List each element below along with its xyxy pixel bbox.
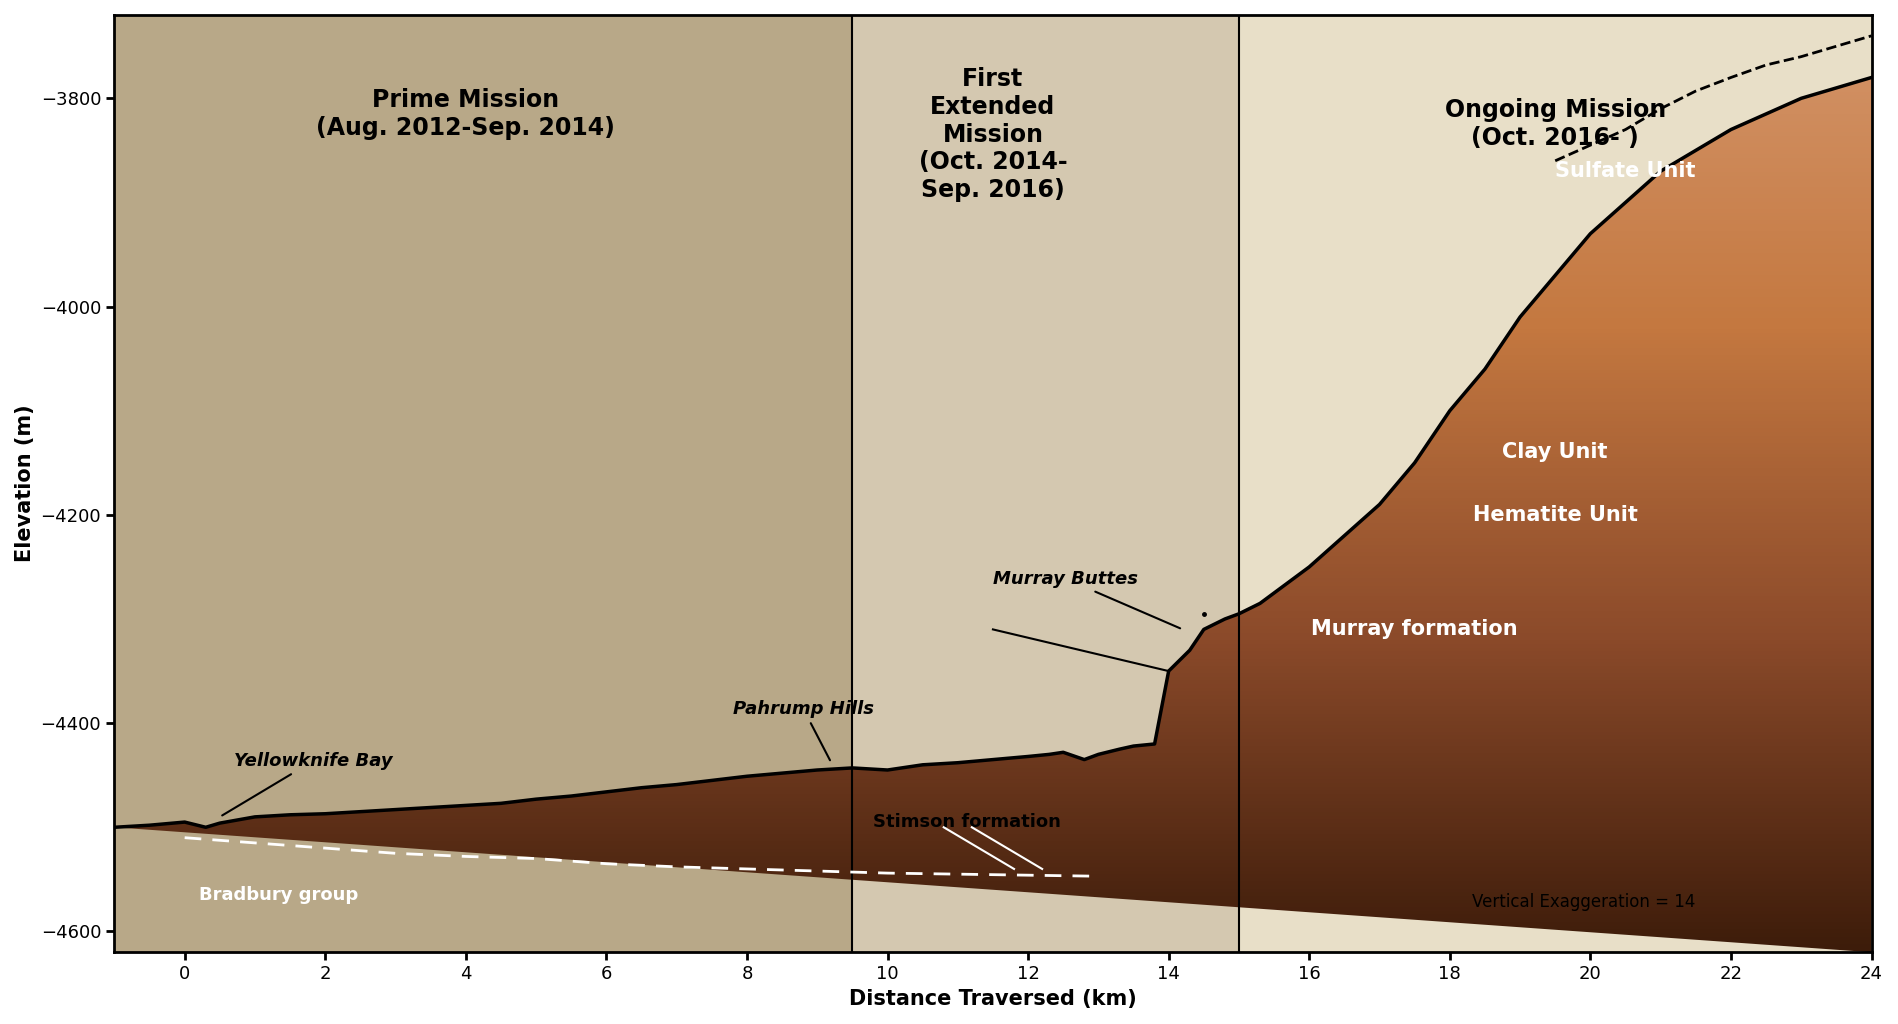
X-axis label: Distance Traversed (km): Distance Traversed (km) bbox=[848, 989, 1137, 1009]
Bar bbox=[114, 15, 852, 952]
Text: Pahrump Hills: Pahrump Hills bbox=[733, 700, 873, 760]
Y-axis label: Elevation (m): Elevation (m) bbox=[15, 404, 34, 562]
Text: Sulfate Unit: Sulfate Unit bbox=[1554, 161, 1695, 181]
Bar bbox=[852, 15, 1239, 952]
Text: Prime Mission
(Aug. 2012-Sep. 2014): Prime Mission (Aug. 2012-Sep. 2014) bbox=[317, 88, 615, 139]
Text: Ongoing Mission
(Oct. 2016- ): Ongoing Mission (Oct. 2016- ) bbox=[1444, 98, 1666, 151]
Text: Hematite Unit: Hematite Unit bbox=[1473, 505, 1638, 525]
Bar bbox=[1239, 15, 1871, 952]
Text: Murray Buttes: Murray Buttes bbox=[993, 569, 1181, 629]
Text: Clay Unit: Clay Unit bbox=[1503, 442, 1608, 463]
Text: First
Extended
Mission
(Oct. 2014-
Sep. 2016): First Extended Mission (Oct. 2014- Sep. … bbox=[919, 67, 1067, 203]
Text: Stimson formation: Stimson formation bbox=[873, 813, 1061, 831]
Text: Murray formation: Murray formation bbox=[1312, 620, 1518, 639]
Text: Yellowknife Bay: Yellowknife Bay bbox=[222, 752, 393, 815]
Text: Vertical Exaggeration = 14: Vertical Exaggeration = 14 bbox=[1473, 893, 1695, 910]
Text: Bradbury group: Bradbury group bbox=[199, 886, 359, 904]
